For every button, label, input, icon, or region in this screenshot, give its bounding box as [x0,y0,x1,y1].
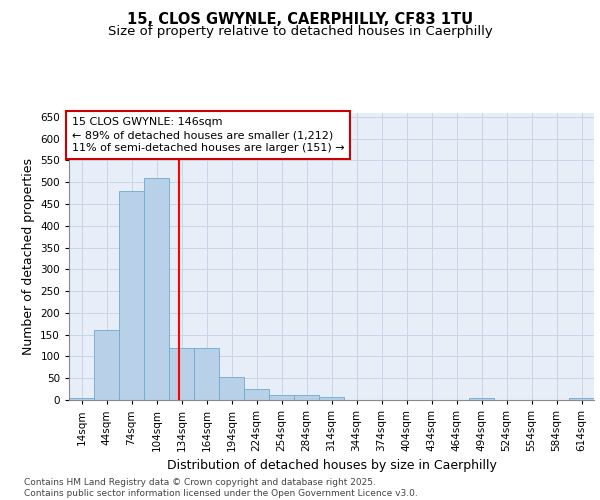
Text: 15 CLOS GWYNLE: 146sqm
← 89% of detached houses are smaller (1,212)
11% of semi-: 15 CLOS GWYNLE: 146sqm ← 89% of detached… [71,117,344,153]
Bar [219,378,244,400]
Bar [144,178,169,400]
Bar [69,398,94,400]
Bar [119,191,144,400]
Y-axis label: Number of detached properties: Number of detached properties [22,158,35,355]
Bar [269,395,294,400]
Bar [94,330,119,400]
Bar [294,395,319,400]
Text: Contains HM Land Registry data © Crown copyright and database right 2025.
Contai: Contains HM Land Registry data © Crown c… [24,478,418,498]
Bar [319,396,344,400]
Bar [469,398,494,400]
Text: 15, CLOS GWYNLE, CAERPHILLY, CF83 1TU: 15, CLOS GWYNLE, CAERPHILLY, CF83 1TU [127,12,473,28]
X-axis label: Distribution of detached houses by size in Caerphilly: Distribution of detached houses by size … [167,460,496,472]
Bar [569,398,594,400]
Bar [169,348,194,400]
Text: Size of property relative to detached houses in Caerphilly: Size of property relative to detached ho… [107,25,493,38]
Bar [244,389,269,400]
Bar [194,348,219,400]
